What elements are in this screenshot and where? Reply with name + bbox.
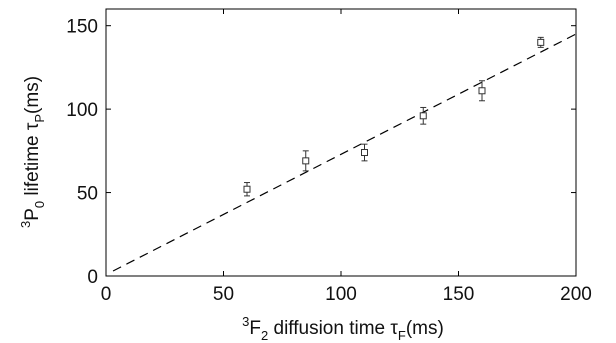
y-tick-label-1: 50 <box>77 184 98 205</box>
x-label-unit: (ms) <box>406 318 444 339</box>
x-tick-label-4: 200 <box>560 284 592 305</box>
y-axis-label: 3P0 lifetime τP(ms) <box>18 76 47 228</box>
y-label-sub: 0 <box>32 201 47 208</box>
y-label-main: P <box>22 208 43 221</box>
y-label-symbol: τ <box>22 122 43 130</box>
x-ticks-layer: 0 50 100 150 200 <box>101 9 592 305</box>
y-label-sup: 3 <box>18 221 33 228</box>
plot-frame <box>105 8 577 277</box>
y-tick-label-0: 0 <box>87 267 98 288</box>
data-point-1 <box>302 157 310 165</box>
fit-line <box>112 33 577 272</box>
x-label-sub: 2 <box>261 328 268 343</box>
y-label-symbol-sub: P <box>32 114 47 123</box>
x-label-main: F <box>249 318 261 339</box>
data-point-2 <box>361 149 368 157</box>
data-point-5 <box>537 38 545 46</box>
fit-line-layer <box>112 33 577 272</box>
x-tick-label-1: 50 <box>213 284 234 305</box>
y-ticks-layer: 0 50 100 150 <box>66 17 576 288</box>
x-tick-label-2: 100 <box>325 284 357 305</box>
x-label-symbol: τ <box>390 318 398 339</box>
data-points-layer <box>243 36 545 197</box>
x-axis-label: 3F2 diffusion time τF(ms) <box>242 314 444 343</box>
y-label-unit: (ms) <box>22 76 43 114</box>
y-label-text: lifetime <box>22 130 43 201</box>
x-label-sup: 3 <box>242 314 249 329</box>
data-point-0 <box>243 185 251 193</box>
x-label-text: diffusion time <box>268 318 390 339</box>
data-point-4 <box>478 87 486 95</box>
x-tick-label-3: 150 <box>443 284 475 305</box>
x-tick-label-0: 0 <box>101 284 112 305</box>
x-label-symbol-sub: F <box>398 328 406 343</box>
y-tick-label-2: 100 <box>66 100 98 121</box>
data-point-3 <box>419 112 427 120</box>
y-tick-label-3: 150 <box>66 17 98 38</box>
